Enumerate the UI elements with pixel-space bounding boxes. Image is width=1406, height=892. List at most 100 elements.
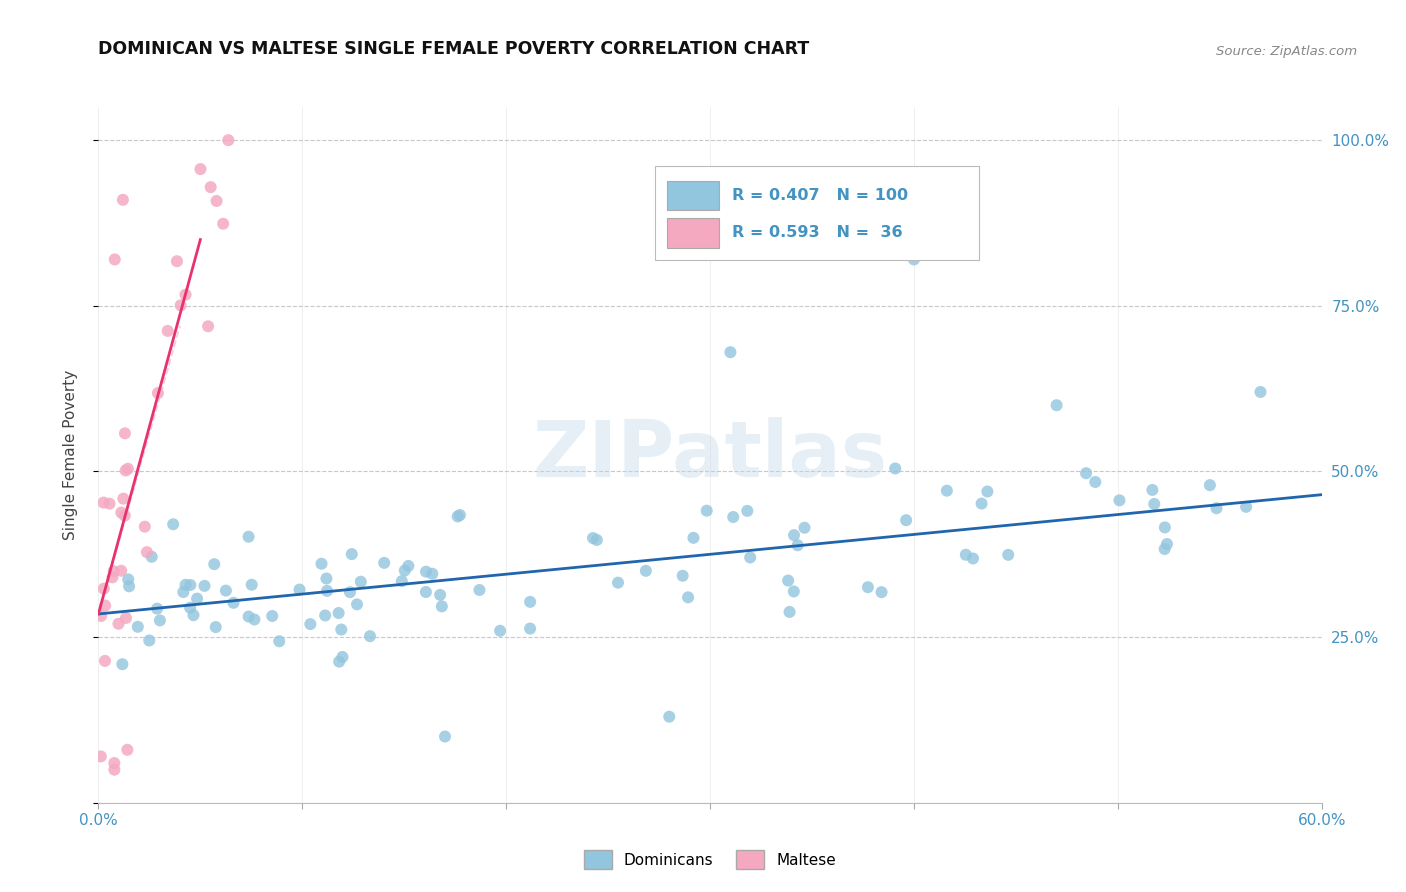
Point (793, 521, 815, 535)
Point (162, 517, 184, 532)
Point (434, 730, 457, 744)
Point (115, 611, 138, 625)
Point (976, 484, 998, 499)
Point (429, 588, 451, 602)
Point (1142, 483, 1164, 497)
Y-axis label: Single Female Poverty: Single Female Poverty (63, 370, 77, 540)
FancyBboxPatch shape (668, 219, 718, 248)
Point (205, 194, 228, 208)
Point (156, 324, 179, 338)
Point (519, 595, 541, 609)
Point (90, 749, 112, 764)
Point (373, 556, 395, 570)
Point (117, 461, 139, 475)
Point (314, 608, 336, 623)
Point (141, 549, 163, 564)
Point (311, 557, 333, 571)
Point (103, 763, 125, 777)
Point (328, 606, 350, 620)
Point (328, 655, 350, 669)
Point (315, 572, 337, 586)
Point (186, 591, 208, 606)
Point (269, 634, 291, 648)
Point (1143, 497, 1166, 511)
Point (962, 551, 984, 566)
Point (340, 547, 363, 561)
Point (1045, 398, 1069, 412)
Point (138, 633, 160, 648)
Text: DOMINICAN VS MALTESE SINGLE FEMALE POVERTY CORRELATION CHART: DOMINICAN VS MALTESE SINGLE FEMALE POVER… (98, 40, 810, 58)
Point (394, 564, 416, 578)
Point (103, 564, 125, 578)
Point (118, 579, 141, 593)
Point (190, 162, 212, 177)
Point (117, 573, 139, 587)
Point (420, 566, 443, 581)
Point (786, 538, 808, 552)
Point (396, 558, 419, 573)
Point (783, 528, 806, 542)
Point (90, 609, 112, 624)
Point (183, 608, 205, 623)
Point (1199, 478, 1222, 492)
Point (489, 624, 512, 638)
Point (903, 252, 925, 267)
Point (720, 345, 742, 359)
Point (111, 193, 134, 207)
Point (346, 598, 368, 612)
Text: ZIPatlas: ZIPatlas (533, 417, 887, 493)
Point (970, 497, 993, 511)
Point (197, 319, 219, 334)
Point (166, 254, 188, 268)
Point (783, 584, 806, 599)
Point (723, 510, 745, 524)
Point (110, 564, 132, 578)
Point (740, 550, 762, 565)
Point (607, 575, 630, 590)
Point (193, 579, 215, 593)
Point (114, 426, 136, 441)
Point (202, 557, 225, 571)
Point (870, 585, 893, 599)
Point (1205, 501, 1227, 516)
Point (449, 508, 471, 522)
Point (582, 531, 605, 545)
Point (519, 622, 541, 636)
Point (170, 298, 193, 312)
Point (415, 565, 437, 579)
Point (415, 585, 437, 599)
Point (103, 756, 125, 770)
Point (112, 491, 135, 506)
Point (110, 506, 132, 520)
Point (127, 620, 149, 634)
FancyBboxPatch shape (655, 166, 979, 260)
Point (204, 620, 226, 634)
Point (172, 585, 194, 599)
Legend: Dominicans, Maltese: Dominicans, Maltese (578, 845, 842, 875)
Point (238, 609, 260, 624)
Text: R = 0.407   N = 100: R = 0.407 N = 100 (733, 188, 908, 202)
Point (894, 513, 917, 527)
FancyBboxPatch shape (668, 181, 718, 210)
Point (350, 574, 373, 589)
Point (1084, 475, 1107, 489)
Point (174, 287, 197, 301)
Point (212, 217, 235, 231)
Point (238, 530, 260, 544)
Point (243, 613, 266, 627)
Point (107, 616, 129, 631)
Point (658, 709, 681, 723)
Point (179, 578, 201, 592)
Point (935, 483, 957, 498)
Point (430, 599, 453, 614)
Point (997, 548, 1019, 562)
Point (1153, 541, 1175, 556)
Point (111, 657, 134, 672)
Point (288, 582, 311, 597)
Point (146, 386, 169, 401)
Point (134, 519, 156, 533)
Point (94, 599, 117, 613)
Point (222, 596, 245, 610)
Point (1234, 500, 1257, 514)
Point (1153, 520, 1175, 534)
